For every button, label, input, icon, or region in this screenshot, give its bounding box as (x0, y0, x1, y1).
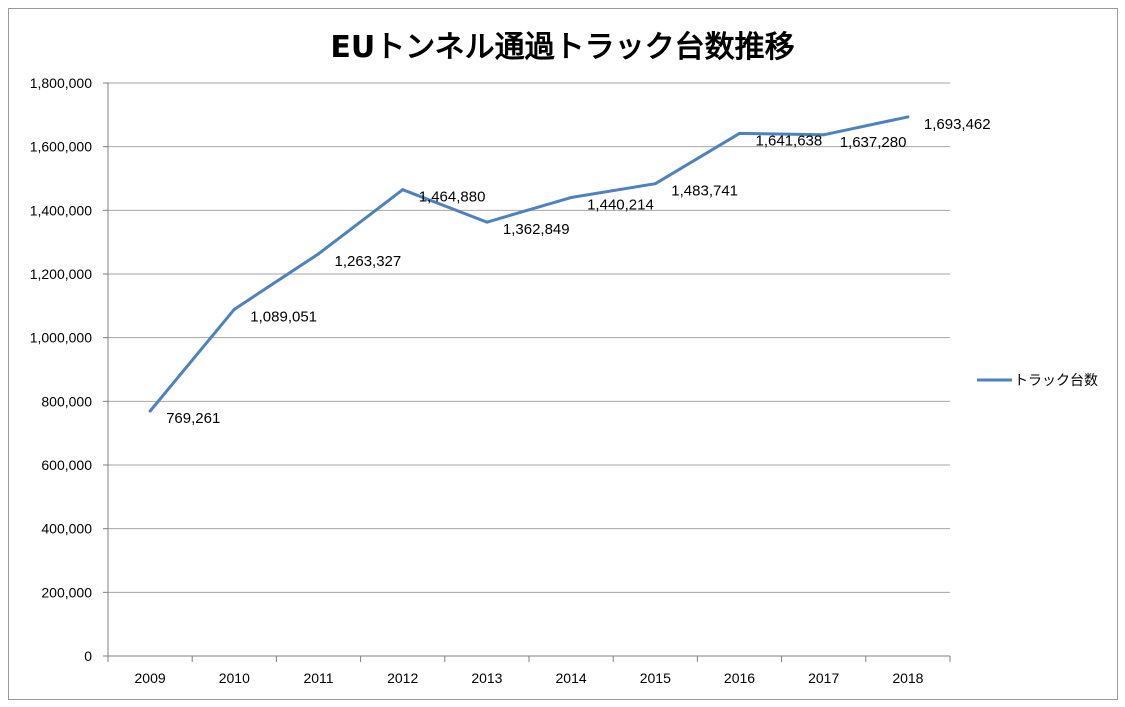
chart-title: EUトンネル通過トラック台数推移 (330, 30, 795, 65)
series-line (148, 115, 909, 413)
y-tick-label: 1,000,000 (30, 330, 92, 346)
data-point (485, 220, 489, 224)
data-labels: 769,261 1,089,051 1,263,327 1,464,880 1,362,… (166, 116, 991, 427)
data-label: 1,263,327 (335, 253, 402, 270)
series-layer (148, 115, 910, 413)
data-label: 769,261 (166, 410, 220, 427)
x-tick-label: 2015 (640, 670, 671, 686)
y-tick-label: 400,000 (41, 521, 92, 537)
data-label: 1,464,880 (419, 189, 486, 206)
x-tick-label: 2011 (303, 670, 333, 686)
y-tick-label: 0 (84, 648, 92, 664)
data-point (401, 188, 405, 192)
data-point (653, 182, 657, 186)
x-tick-label: 2010 (219, 670, 250, 686)
x-axis-ticks: 2009 2010 2011 2012 2013 2014 2015 2016 2017 2018 (107, 656, 951, 686)
y-tick-label: 800,000 (41, 393, 92, 409)
data-label: 1,693,462 (924, 116, 991, 133)
data-point (822, 133, 826, 137)
data-point (906, 115, 910, 119)
y-tick-label: 200,000 (41, 584, 92, 600)
axes (107, 83, 950, 657)
x-tick-label: 2016 (724, 670, 755, 686)
x-tick-label: 2009 (135, 670, 166, 686)
y-tick-label: 1,400,000 (30, 202, 92, 218)
legend-label: トラック台数 (1014, 373, 1098, 389)
gridlines (108, 82, 950, 593)
data-label: 1,641,638 (756, 132, 823, 149)
data-point (232, 307, 236, 311)
data-point (738, 131, 741, 135)
data-label: 1,362,849 (503, 221, 570, 238)
y-axis-ticks: 0 200,000 400,000 600,000 800,000 1,000,000 1,… (30, 75, 108, 664)
data-label: 1,440,214 (587, 197, 654, 214)
chart-frame (8, 8, 1118, 700)
x-tick-label: 2012 (387, 670, 418, 686)
data-point (317, 252, 320, 256)
x-tick-label: 2018 (892, 670, 923, 686)
y-tick-label: 1,200,000 (30, 266, 92, 282)
data-point (148, 409, 152, 413)
data-label: 1,637,280 (840, 134, 907, 151)
data-label: 1,483,741 (671, 183, 738, 200)
x-tick-label: 2014 (556, 670, 587, 686)
y-tick-label: 600,000 (41, 457, 92, 473)
x-tick-label: 2013 (471, 670, 502, 686)
legend: トラック台数 (977, 373, 1098, 389)
x-tick-label: 2017 (808, 670, 839, 686)
y-tick-label: 1,600,000 (30, 139, 92, 155)
data-label: 1,089,051 (250, 308, 317, 325)
data-point (569, 196, 573, 200)
y-tick-label: 1,800,000 (30, 75, 92, 91)
